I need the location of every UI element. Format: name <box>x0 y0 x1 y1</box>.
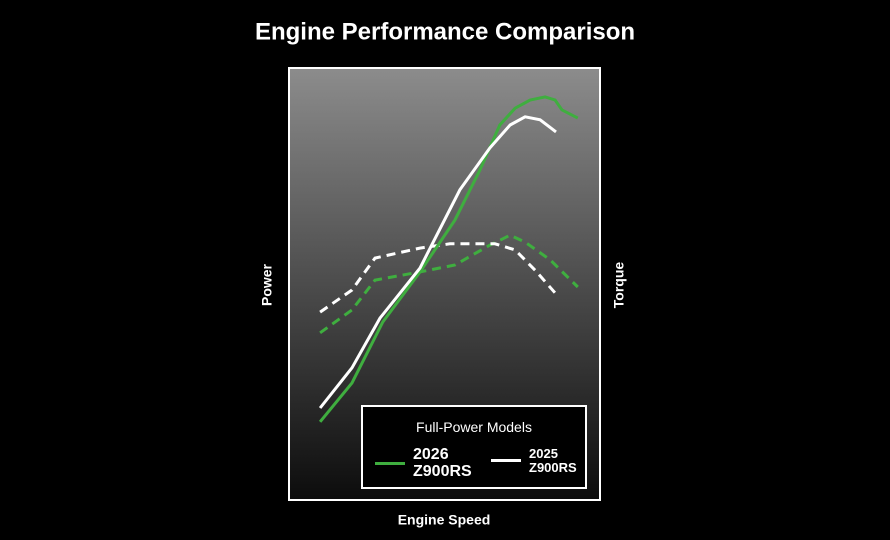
legend-label: 2026 Z900RS <box>413 446 472 480</box>
power-line <box>318 95 579 423</box>
legend-swatch <box>491 459 521 463</box>
y2-axis-label: Torque <box>611 262 627 309</box>
legend: Full-Power Models 2026 Z900RS 2025 Z900RS <box>361 405 587 489</box>
legend-entry: 2026 Z900RS <box>375 446 475 481</box>
chart-title: Engine Performance Comparison <box>255 18 635 45</box>
y-axis-label: Power <box>259 263 275 306</box>
torque-line <box>319 242 560 314</box>
legend-title: Full-Power Models <box>416 419 532 435</box>
legend-label: 2025 Z900RS <box>529 446 577 475</box>
legend-swatch <box>375 462 405 466</box>
power-line <box>318 115 557 409</box>
x-axis-label: Engine Speed <box>398 512 491 528</box>
legend-entry: 2025 Z900RS <box>491 447 591 474</box>
